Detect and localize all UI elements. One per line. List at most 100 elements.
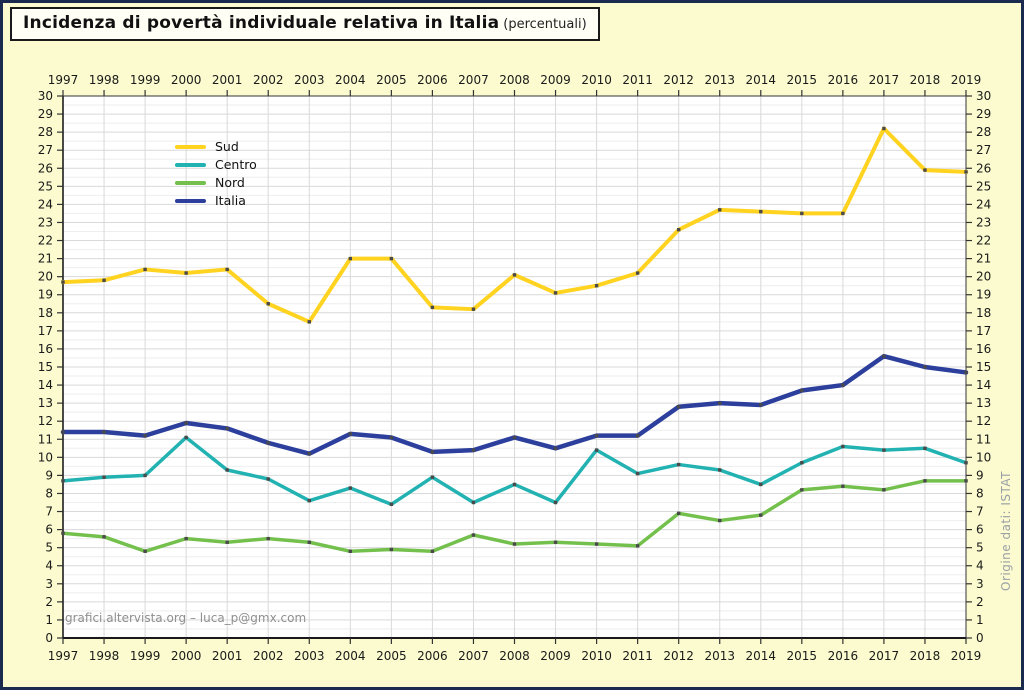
svg-text:11: 11 (38, 432, 53, 446)
svg-text:2019: 2019 (951, 649, 982, 663)
svg-text:6: 6 (976, 523, 984, 537)
svg-text:6: 6 (45, 523, 53, 537)
svg-text:2009: 2009 (540, 73, 571, 87)
svg-text:3: 3 (45, 577, 53, 591)
svg-text:2016: 2016 (828, 649, 859, 663)
legend-item-centro: Centro (175, 157, 257, 172)
svg-text:28: 28 (976, 125, 991, 139)
svg-text:0: 0 (976, 631, 984, 645)
svg-text:2015: 2015 (787, 649, 818, 663)
chart-title: Incidenza di povertà individuale relativ… (23, 13, 500, 33)
chart-subtitle: (percentuali) (503, 17, 587, 32)
svg-text:19: 19 (976, 288, 991, 302)
svg-text:21: 21 (976, 252, 991, 266)
svg-text:2006: 2006 (417, 73, 448, 87)
svg-text:22: 22 (976, 234, 991, 248)
svg-text:2007: 2007 (458, 649, 489, 663)
svg-text:25: 25 (976, 179, 991, 193)
svg-text:2014: 2014 (745, 649, 776, 663)
svg-text:2010: 2010 (581, 649, 612, 663)
svg-text:20: 20 (38, 270, 53, 284)
svg-text:11: 11 (976, 432, 991, 446)
legend-swatch-italia (175, 198, 206, 203)
legend-label-italia: Italia (215, 193, 246, 208)
svg-text:2012: 2012 (663, 73, 694, 87)
legend-swatch-nord (175, 180, 206, 185)
svg-text:2002: 2002 (253, 649, 284, 663)
svg-text:2004: 2004 (335, 73, 366, 87)
svg-text:28: 28 (38, 125, 53, 139)
svg-text:1999: 1999 (130, 73, 161, 87)
legend-label-centro: Centro (215, 157, 257, 172)
svg-text:17: 17 (976, 324, 991, 338)
svg-text:27: 27 (38, 143, 53, 157)
svg-text:2003: 2003 (294, 649, 325, 663)
svg-text:10: 10 (38, 450, 53, 464)
svg-text:21: 21 (38, 252, 53, 266)
chart-legend: Sud Centro Nord Italia (175, 139, 257, 208)
svg-text:16: 16 (976, 342, 991, 356)
svg-text:23: 23 (976, 215, 991, 229)
svg-text:5: 5 (45, 541, 53, 555)
svg-text:10: 10 (976, 450, 991, 464)
svg-text:2: 2 (45, 595, 53, 609)
svg-text:2014: 2014 (745, 73, 776, 87)
svg-text:2001: 2001 (212, 649, 243, 663)
svg-text:2018: 2018 (910, 73, 941, 87)
svg-text:2002: 2002 (253, 73, 284, 87)
svg-text:3: 3 (976, 577, 984, 591)
svg-text:1999: 1999 (130, 649, 161, 663)
svg-text:2001: 2001 (212, 73, 243, 87)
svg-text:18: 18 (38, 306, 53, 320)
svg-text:30: 30 (976, 89, 991, 103)
svg-text:9: 9 (976, 468, 984, 482)
svg-text:17: 17 (38, 324, 53, 338)
svg-text:2013: 2013 (704, 73, 735, 87)
svg-text:2013: 2013 (704, 649, 735, 663)
svg-text:12: 12 (38, 414, 53, 428)
svg-text:20: 20 (976, 270, 991, 284)
svg-text:4: 4 (45, 559, 53, 573)
data-source-note: Origine dati: ISTAT (999, 471, 1013, 591)
svg-text:2016: 2016 (828, 73, 859, 87)
svg-text:2017: 2017 (869, 73, 900, 87)
svg-text:23: 23 (38, 215, 53, 229)
svg-text:1: 1 (976, 613, 984, 627)
svg-text:27: 27 (976, 143, 991, 157)
svg-text:1997: 1997 (48, 73, 79, 87)
svg-text:14: 14 (38, 378, 53, 392)
svg-text:7: 7 (976, 505, 984, 519)
svg-text:24: 24 (976, 197, 991, 211)
svg-text:2011: 2011 (622, 73, 653, 87)
svg-text:2004: 2004 (335, 649, 366, 663)
svg-text:2009: 2009 (540, 649, 571, 663)
svg-text:2008: 2008 (499, 73, 530, 87)
svg-text:2019: 2019 (951, 73, 982, 87)
svg-text:2017: 2017 (869, 649, 900, 663)
svg-text:26: 26 (38, 161, 53, 175)
svg-text:8: 8 (976, 486, 984, 500)
svg-text:12: 12 (976, 414, 991, 428)
svg-text:2012: 2012 (663, 649, 694, 663)
svg-text:24: 24 (38, 197, 53, 211)
chart-title-box: Incidenza di povertà individuale relativ… (10, 7, 600, 41)
svg-text:2008: 2008 (499, 649, 530, 663)
svg-text:1: 1 (45, 613, 53, 627)
svg-text:26: 26 (976, 161, 991, 175)
svg-text:2000: 2000 (171, 73, 202, 87)
legend-swatch-centro (175, 162, 206, 167)
svg-text:2000: 2000 (171, 649, 202, 663)
svg-text:0: 0 (45, 631, 53, 645)
svg-text:18: 18 (976, 306, 991, 320)
svg-text:13: 13 (38, 396, 53, 410)
svg-text:2007: 2007 (458, 73, 489, 87)
svg-text:15: 15 (976, 360, 991, 374)
legend-item-nord: Nord (175, 175, 257, 190)
svg-text:9: 9 (45, 468, 53, 482)
svg-text:1998: 1998 (89, 649, 120, 663)
svg-text:30: 30 (38, 89, 53, 103)
legend-swatch-sud (175, 144, 206, 149)
svg-text:29: 29 (38, 107, 53, 121)
